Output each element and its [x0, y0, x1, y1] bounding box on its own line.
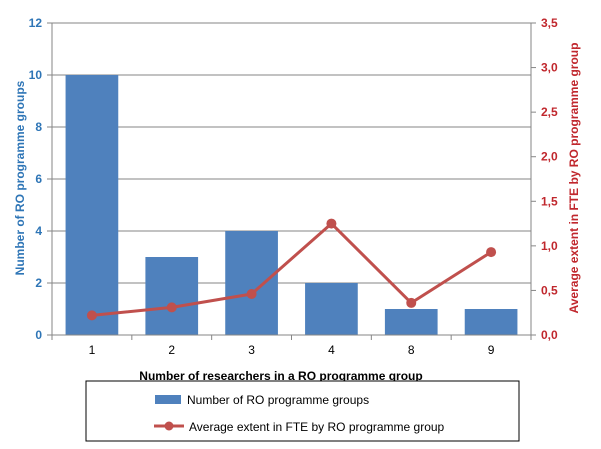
y-axis-title: Number of RO programme groups [13, 80, 27, 275]
line-point [486, 247, 497, 258]
y-tick-label: 4 [35, 224, 42, 238]
series-line [91, 222, 492, 317]
y-tick-label: 12 [29, 16, 43, 30]
y-tick-label: 2 [35, 276, 42, 290]
legend-label-bars: Number of RO programme groups [187, 393, 369, 407]
bar [145, 257, 199, 335]
bar [225, 231, 278, 335]
y-tick-label: 6 [35, 172, 42, 186]
line-point [406, 297, 417, 308]
legend-label-line: Average extent in FTE by RO programme gr… [189, 420, 445, 434]
line-point [86, 310, 97, 321]
legend-swatch-marker [164, 421, 174, 431]
y-tick-label: 8 [35, 120, 42, 134]
legend: Number of RO programme groups Average ex… [85, 380, 520, 442]
line-point [326, 218, 337, 229]
y2-tick-label: 2,5 [541, 105, 558, 119]
y-tick-label: 10 [29, 68, 43, 82]
line-point [166, 302, 177, 313]
bar [65, 75, 119, 335]
x-axis-title: Number of researchers in a RO programme … [139, 369, 422, 383]
bar [384, 309, 438, 335]
x-tick-label: 4 [328, 343, 335, 357]
axes [47, 22, 536, 340]
x-tick-label: 1 [89, 343, 96, 357]
bar [464, 309, 518, 335]
x-tick-label: 8 [408, 343, 415, 357]
y2-tick-label: 3,5 [541, 16, 558, 30]
y-tick-label: 0 [35, 328, 42, 342]
y2-tick-label: 0,0 [541, 328, 558, 342]
line-point [246, 288, 257, 299]
x-tick-label: 9 [488, 343, 495, 357]
y2-tick-label: 1,0 [541, 239, 558, 253]
y2-tick-label: 3,0 [541, 61, 558, 75]
bar-series [65, 75, 518, 335]
bar [305, 283, 358, 335]
y2-tick-label: 0,5 [541, 283, 558, 297]
legend-box [85, 380, 520, 442]
line-series [86, 218, 497, 321]
y2-axis-title: Average extent in FTE by RO programme gr… [567, 43, 581, 314]
gridlines [52, 22, 531, 284]
x-tick-label: 2 [168, 343, 175, 357]
legend-swatch-bars [155, 395, 181, 404]
y2-tick-label: 2,0 [541, 150, 558, 164]
y2-tick-label: 1,5 [541, 194, 558, 208]
x-tick-label: 3 [248, 343, 255, 357]
